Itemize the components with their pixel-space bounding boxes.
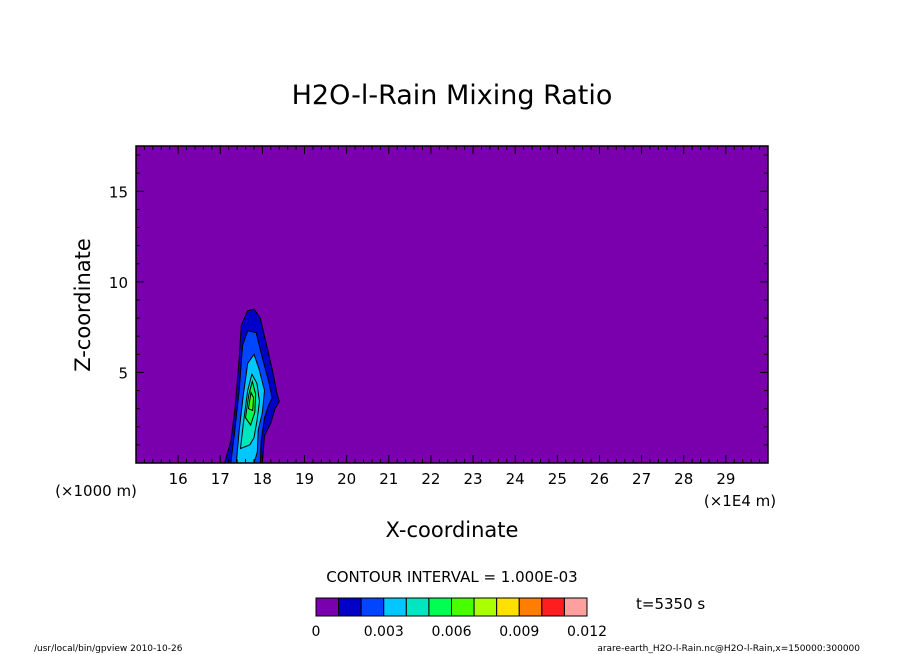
x-tick-label: 25 [548,470,567,488]
x-tick-label: 28 [674,470,693,488]
x-tick-label: 17 [211,470,230,488]
axis-ticks: 16 17 18 19 20 21 22 23 24 25 26 27 28 29 5 10 15 [109,146,768,488]
contour-fills [223,308,280,464]
colorbar-label: 0.009 [499,624,539,640]
y-tick-label: 5 [118,364,128,382]
x-tick-label: 23 [464,470,483,488]
colorbar-label: 0.003 [364,624,404,640]
footer-left: /usr/local/bin/gpview 2010-10-26 [34,644,183,654]
contour-level-6 [247,390,255,412]
colorbar-label: 0.012 [567,624,607,640]
x-tick-label: 22 [421,470,440,488]
colorbar-swatch [496,597,520,617]
colorbar-swatch [451,597,475,617]
x-unit-right: (×1E4 m) [704,492,776,510]
plot-background [136,146,768,463]
y-axis-label: Z-coordinate [71,238,95,372]
x-tick-label: 16 [169,470,188,488]
y-tick-label: 15 [109,183,128,201]
colorbar-swatch [315,597,340,617]
x-tick-label: 21 [379,470,398,488]
y-tick-label: 10 [109,274,128,292]
colorbar-swatch [563,597,588,617]
x-tick-label: 20 [337,470,356,488]
colorbar-swatch [338,597,362,617]
colorbar-swatch [541,597,565,617]
colorbar-swatch [383,597,407,617]
colorbar-swatch [473,597,498,617]
chart-title: H2O-l-Rain Mixing Ratio [292,80,613,111]
footer-right: arare-earth_H2O-l-Rain.nc@H2O-l-Rain,x=1… [597,644,860,654]
colorbar-swatch [428,597,452,617]
colorbar: 0 0.003 0.006 0.009 0.012 [312,597,607,640]
x-tick-label: 26 [590,470,609,488]
x-tick-label: 24 [506,470,525,488]
x-tick-label: 29 [716,470,735,488]
colorbar-swatch [405,597,430,617]
colorbar-swatch [518,597,543,617]
plot-frame [135,145,769,464]
colorbar-label: 0.006 [431,624,471,640]
x-tick-label: 27 [632,470,651,488]
colorbar-swatch [360,597,385,617]
time-label: t=5350 s [636,595,705,613]
x-tick-label: 19 [295,470,314,488]
plot-area [136,146,768,463]
x-unit-left: (×1000 m) [55,482,137,500]
x-axis-label: X-coordinate [386,518,519,542]
contour-interval: CONTOUR INTERVAL = 1.000E-03 [326,568,577,586]
colorbar-label: 0 [312,624,321,640]
x-tick-label: 18 [253,470,272,488]
